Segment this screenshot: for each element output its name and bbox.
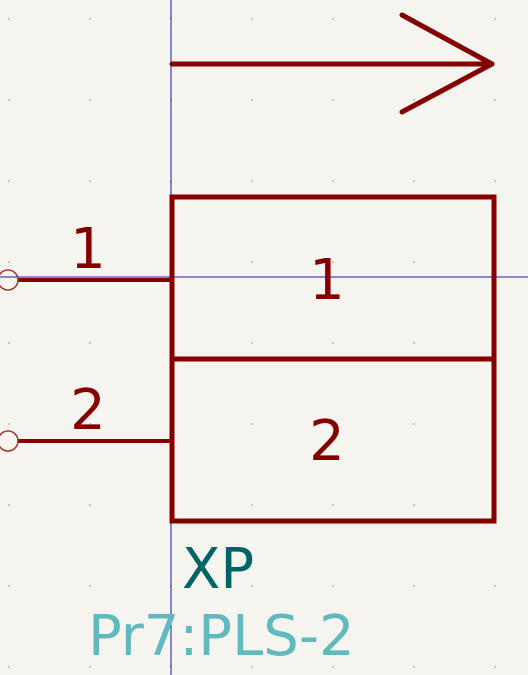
arrow-graphic [169,12,495,115]
pin-2[interactable]: 2 2 [0,378,345,474]
grid-dot [89,585,91,587]
reference-designator[interactable]: XP [182,537,254,602]
pin-2-end-marker [0,430,19,452]
grid-dot [332,342,334,344]
pin-1-number: 1 [70,217,106,282]
grid-dot [494,666,496,668]
grid-dot [413,261,415,263]
grid-dot [8,504,10,506]
value-field[interactable]: Pr7:PLS-2 [88,604,355,669]
pin-2-number: 2 [70,378,106,443]
grid-dot [332,585,334,587]
grid-dot [413,423,415,425]
grid-dot [8,18,10,20]
grid-dot [89,666,91,668]
grid-dot [8,666,10,668]
grid-dot [251,261,253,263]
grid-dot [251,423,253,425]
grid-dot [251,585,253,587]
grid-dot [89,180,91,182]
grid-dot [494,585,496,587]
grid-dot [413,342,415,344]
grid-dot [8,342,10,344]
pin-1-name: 1 [309,248,345,313]
grid-dot [332,423,334,425]
grid-dot [89,342,91,344]
grid-dot [332,666,334,668]
grid-dot [251,342,253,344]
grid-dot [8,261,10,263]
grid-dot [89,261,91,263]
grid-dot [413,585,415,587]
grid-dot [251,666,253,668]
grid-dot [494,180,496,182]
grid-dot [332,18,334,20]
grid-dot [251,99,253,101]
grid-dot [494,99,496,101]
grid-dot [332,504,334,506]
grid-dot [413,99,415,101]
grid-dot [251,180,253,182]
grid-dot [332,180,334,182]
grid-dot [332,99,334,101]
grid-dot [332,261,334,263]
grid-dot [8,99,10,101]
pin-1[interactable]: 1 1 [0,217,345,313]
grid-dot [251,18,253,20]
symbol-body[interactable] [169,194,497,524]
grid-dot [413,504,415,506]
grid-dot [89,99,91,101]
grid-dot [89,18,91,20]
grid-dots [8,18,496,668]
grid-dot [413,666,415,668]
pin-1-end-marker [0,269,19,291]
grid-dot [8,585,10,587]
pin-2-name: 2 [309,409,345,474]
grid-dot [89,423,91,425]
grid-dot [413,180,415,182]
grid-dot [8,180,10,182]
grid-dot [8,423,10,425]
grid-dot [89,504,91,506]
grid-dot [251,504,253,506]
grid-dot [494,18,496,20]
